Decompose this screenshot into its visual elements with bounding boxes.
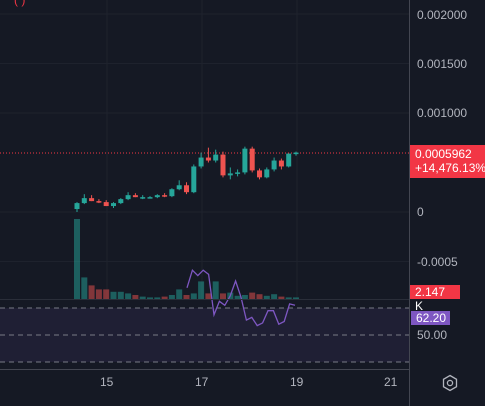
volume-bar <box>95 289 102 299</box>
candle-body <box>118 199 124 204</box>
rsi-band <box>0 308 409 362</box>
rsi-line <box>186 268 296 327</box>
volume-bar <box>110 291 117 299</box>
candle-body <box>169 189 175 197</box>
candle-body <box>271 160 277 170</box>
rsi-badge: 62.20 <box>411 311 450 325</box>
volume-bar <box>74 219 80 299</box>
price-tick: -0.0005 <box>417 255 458 269</box>
time-axis-divider <box>0 369 409 370</box>
volume-bar <box>88 285 95 299</box>
candle-body <box>132 195 138 198</box>
volume-bar <box>168 295 175 299</box>
volume-bar <box>249 292 256 299</box>
volume-bar <box>205 293 212 299</box>
price-axis-divider <box>409 0 410 406</box>
volume-bar <box>103 289 110 299</box>
volume-bar <box>212 281 219 299</box>
volume-bar <box>271 294 278 299</box>
candle-body <box>176 185 182 190</box>
volume-bar <box>125 293 132 299</box>
time-tick: 17 <box>195 375 209 389</box>
candle-body <box>227 173 233 176</box>
candle-body <box>278 160 284 167</box>
price-change-percent: +14,476.13% <box>415 161 485 175</box>
volume-bar <box>117 291 124 299</box>
volume-bar <box>132 295 139 299</box>
candle-body <box>235 172 241 174</box>
time-tick: 15 <box>100 375 114 389</box>
candle-body <box>264 169 270 178</box>
volume-bar <box>154 297 161 299</box>
chart-plot[interactable] <box>0 0 409 369</box>
candle-body <box>286 153 292 167</box>
volume-bar <box>161 296 168 299</box>
volume-bar <box>285 297 292 299</box>
price-tick: 0 <box>417 205 424 219</box>
candle-body <box>220 154 226 176</box>
candle-body <box>96 201 102 203</box>
volume-badge: 2.147 K <box>410 285 460 313</box>
volume-bar <box>176 289 183 299</box>
price-tick: 0.002000 <box>417 8 468 22</box>
volume-bar <box>198 281 205 299</box>
volume-bar <box>278 296 285 299</box>
volume-bar <box>263 295 270 299</box>
volume-bar <box>220 293 226 299</box>
candle-body <box>154 195 160 198</box>
volume-bar <box>81 277 88 299</box>
volume-bar <box>147 297 153 299</box>
last-price-badge: 0.0005962 +14,476.13% <box>410 145 485 178</box>
pane-divider[interactable] <box>0 299 409 300</box>
candle-body <box>205 157 211 161</box>
candle-body <box>184 185 189 193</box>
candle-body <box>198 157 204 167</box>
candle-body <box>293 152 299 155</box>
volume-bar <box>183 295 190 299</box>
volume-bar <box>190 293 197 299</box>
time-tick: 21 <box>384 375 398 389</box>
last-price-value: 0.0005962 <box>415 147 472 161</box>
price-tick: 0.001500 <box>417 57 468 71</box>
volume-bar <box>293 297 299 299</box>
candle-body <box>74 203 80 210</box>
candle-body <box>147 197 153 199</box>
candle-body <box>111 203 116 207</box>
candle-body <box>191 166 197 193</box>
volume-bar <box>241 295 248 299</box>
candle-body <box>213 154 219 161</box>
volume-bar <box>234 295 241 299</box>
volume-bar <box>256 294 263 299</box>
candle-body <box>257 170 262 178</box>
volume-bar <box>139 296 146 299</box>
gear-icon[interactable] <box>441 374 459 392</box>
candle-body <box>140 197 146 199</box>
candle-body <box>81 198 87 204</box>
time-tick: 19 <box>290 375 304 389</box>
candle-body <box>242 148 248 173</box>
candle-body <box>125 195 131 200</box>
candle-body <box>162 195 168 197</box>
legend-fragment: ( ) <box>14 0 26 7</box>
candle-body <box>89 198 95 202</box>
candle-body <box>103 202 109 207</box>
rsi-level-label: 50.00 <box>417 328 448 342</box>
price-tick: 0.001000 <box>417 106 468 120</box>
candle-body <box>249 148 255 171</box>
